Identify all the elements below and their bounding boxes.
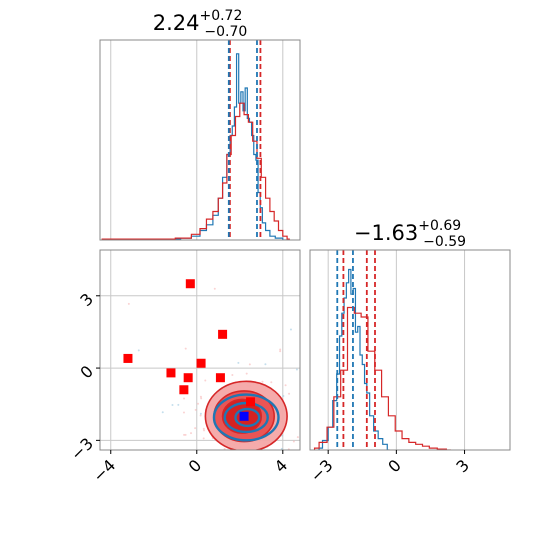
title-lower: −0.70 bbox=[204, 24, 247, 40]
point-marker bbox=[239, 411, 249, 421]
marginal-panel-param-1: 2.24+0.72 −0.70 bbox=[99, 8, 301, 241]
sample-point bbox=[280, 447, 283, 450]
sample-point bbox=[279, 348, 282, 351]
sample-point bbox=[183, 397, 186, 400]
sample-point bbox=[183, 433, 186, 436]
sample-point bbox=[199, 414, 202, 417]
sample-point bbox=[288, 392, 291, 395]
sample-point bbox=[282, 394, 285, 397]
histogram-series bbox=[318, 268, 390, 450]
sample-point bbox=[202, 427, 205, 430]
sample-point bbox=[184, 433, 187, 436]
axes-frame bbox=[309, 249, 511, 451]
sample-point bbox=[213, 287, 216, 290]
sample-point bbox=[248, 363, 251, 366]
sample-point bbox=[200, 397, 203, 400]
gridlines bbox=[327, 250, 466, 450]
point-marker bbox=[218, 329, 228, 339]
histograms bbox=[101, 53, 290, 240]
sample-point bbox=[190, 432, 193, 435]
title-lower: −0.59 bbox=[423, 234, 466, 250]
point-marker bbox=[185, 279, 195, 289]
sample-point bbox=[171, 404, 174, 407]
title-value: 2.24 bbox=[153, 11, 200, 35]
histogram-series bbox=[101, 102, 290, 240]
point-markers bbox=[123, 279, 256, 421]
panel-title: 2.24+0.72 −0.70 bbox=[153, 8, 248, 40]
sample-point bbox=[264, 363, 267, 366]
axes-frame bbox=[99, 39, 301, 241]
sample-point bbox=[197, 402, 200, 405]
sample-point bbox=[231, 373, 234, 376]
contour-blue bbox=[234, 407, 261, 428]
point-marker bbox=[196, 358, 206, 368]
sample-point bbox=[245, 372, 248, 375]
title-upper: +0.72 bbox=[199, 8, 242, 24]
title-upper: +0.69 bbox=[418, 218, 461, 234]
sample-point bbox=[284, 384, 287, 387]
sample-point bbox=[204, 379, 207, 382]
title-value: −1.63 bbox=[354, 221, 418, 245]
point-marker bbox=[183, 373, 193, 383]
sample-point bbox=[194, 408, 197, 411]
point-marker bbox=[246, 397, 256, 407]
sample-point bbox=[223, 447, 226, 450]
marginal-panel-param-2: −1.63+0.69 −0.59 −3 0 3 bbox=[307, 218, 511, 486]
sample-point bbox=[270, 381, 273, 384]
contour-blue bbox=[212, 393, 280, 442]
gridlines bbox=[110, 40, 284, 240]
sample-point bbox=[237, 361, 240, 364]
histogram-series bbox=[313, 306, 451, 450]
sample-point bbox=[289, 328, 292, 331]
sample-point bbox=[137, 349, 140, 352]
sample-point bbox=[279, 350, 282, 353]
sample-point bbox=[292, 440, 295, 443]
sample-point bbox=[296, 436, 299, 439]
sample-point bbox=[177, 403, 180, 406]
panel-title: −1.63+0.69 −0.59 bbox=[354, 218, 466, 250]
quantile-lines bbox=[227, 40, 262, 240]
quantile-lines bbox=[336, 250, 376, 450]
sample-point bbox=[182, 411, 185, 414]
sample-point bbox=[194, 427, 197, 430]
sample-point bbox=[261, 380, 264, 383]
sample-point bbox=[203, 429, 206, 432]
sample-point bbox=[184, 347, 187, 350]
sample-point bbox=[202, 437, 205, 440]
point-marker bbox=[123, 353, 133, 363]
sample-point bbox=[127, 302, 130, 305]
sample-point bbox=[161, 411, 164, 414]
sample-point bbox=[199, 412, 202, 415]
point-marker bbox=[215, 373, 225, 383]
sample-point bbox=[199, 395, 202, 398]
histograms bbox=[313, 268, 451, 450]
sample-point bbox=[295, 368, 298, 371]
axes-frame bbox=[99, 249, 301, 451]
point-marker bbox=[179, 385, 189, 395]
point-marker bbox=[166, 368, 176, 378]
